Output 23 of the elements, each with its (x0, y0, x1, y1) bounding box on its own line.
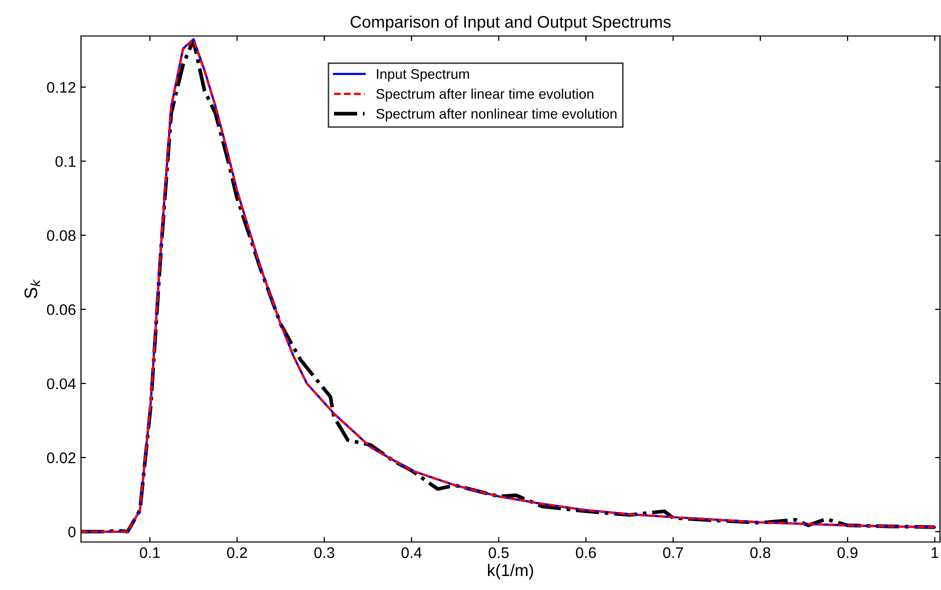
y-tick-label: 0.04 (47, 378, 76, 390)
y-tick-label: 0.12 (47, 82, 76, 93)
x-tick-label: 0.5 (488, 547, 509, 558)
x-tick-label: 0.4 (401, 547, 422, 558)
y-tick-label: 0 (68, 526, 76, 538)
chart-title: Comparison of Input and Output Spectrums (350, 16, 671, 32)
x-tick-label: 0.1 (140, 547, 160, 558)
legend-label: Spectrum after linear time evolution (376, 88, 594, 102)
x-tick-label: 0.2 (227, 547, 247, 558)
x-tick-label: 0.9 (838, 547, 858, 558)
x-tick-label: 0.7 (663, 547, 683, 558)
y-tick-label: 0.1 (56, 156, 76, 167)
x-tick-label: 1 (932, 547, 938, 558)
y-axis-title: S$_{k}$ (24, 279, 40, 298)
x-tick-label: 0.6 (576, 547, 596, 558)
x-axis-title: k(1/m) (488, 564, 534, 580)
y-tick-label: 0.08 (47, 230, 76, 241)
x-tick-label: 0.8 (750, 547, 770, 558)
legend-label: Spectrum after nonlinear time evolution (376, 108, 616, 122)
legend-label: Input Spectrum (376, 69, 469, 82)
y-tick-label: 0.06 (47, 304, 76, 316)
y-tick-label: 0.02 (47, 452, 76, 464)
x-tick-label: 0.3 (314, 547, 334, 558)
